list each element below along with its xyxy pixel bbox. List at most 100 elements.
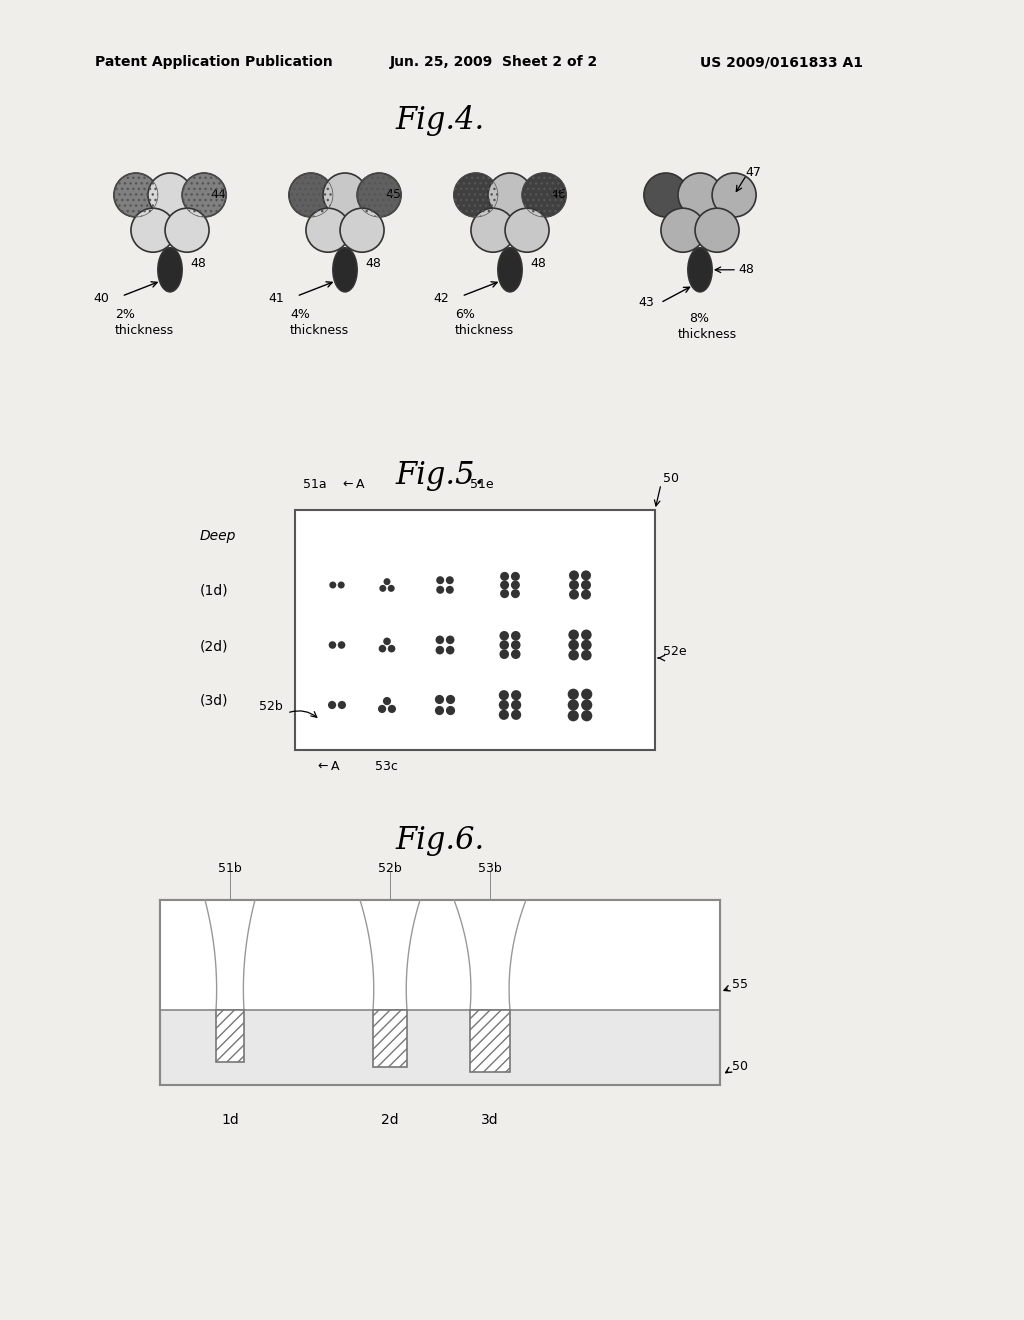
Circle shape bbox=[379, 585, 386, 591]
Circle shape bbox=[582, 700, 592, 710]
Circle shape bbox=[511, 649, 520, 659]
Bar bbox=[373, 1010, 407, 1067]
Circle shape bbox=[568, 640, 579, 651]
Text: 45: 45 bbox=[385, 189, 401, 202]
Bar bbox=[295, 510, 655, 750]
Circle shape bbox=[511, 690, 521, 701]
Text: 42: 42 bbox=[433, 292, 449, 305]
Ellipse shape bbox=[158, 248, 182, 292]
Text: 8%: 8% bbox=[689, 313, 709, 325]
Circle shape bbox=[678, 173, 722, 216]
Circle shape bbox=[383, 697, 391, 705]
Text: Jun. 25, 2009  Sheet 2 of 2: Jun. 25, 2009 Sheet 2 of 2 bbox=[390, 55, 598, 69]
Circle shape bbox=[500, 581, 509, 590]
Text: 2d: 2d bbox=[381, 1113, 398, 1127]
Text: 48: 48 bbox=[366, 256, 381, 269]
Ellipse shape bbox=[333, 248, 357, 292]
Circle shape bbox=[445, 706, 455, 715]
Circle shape bbox=[471, 209, 515, 252]
Bar bbox=[160, 900, 720, 1085]
Text: 47: 47 bbox=[745, 166, 761, 180]
Text: (2d): (2d) bbox=[200, 639, 228, 653]
Ellipse shape bbox=[688, 248, 712, 292]
Circle shape bbox=[384, 578, 390, 585]
Text: 52e: 52e bbox=[663, 645, 687, 657]
Text: Fig.6.: Fig.6. bbox=[395, 825, 484, 855]
Text: 52b: 52b bbox=[259, 700, 283, 713]
Circle shape bbox=[567, 700, 579, 710]
Circle shape bbox=[388, 705, 396, 713]
Circle shape bbox=[581, 630, 592, 640]
Circle shape bbox=[569, 570, 579, 581]
Circle shape bbox=[435, 706, 444, 715]
Text: 6%: 6% bbox=[455, 308, 475, 321]
Text: 40: 40 bbox=[93, 292, 109, 305]
Circle shape bbox=[500, 631, 509, 640]
Circle shape bbox=[445, 635, 455, 644]
Circle shape bbox=[582, 710, 592, 721]
Circle shape bbox=[328, 701, 336, 709]
Circle shape bbox=[436, 577, 444, 585]
Circle shape bbox=[581, 570, 591, 581]
Circle shape bbox=[567, 689, 579, 700]
Circle shape bbox=[445, 694, 455, 704]
Circle shape bbox=[388, 645, 395, 652]
Circle shape bbox=[568, 649, 579, 660]
Circle shape bbox=[511, 710, 521, 719]
Bar bbox=[216, 1010, 244, 1063]
Circle shape bbox=[582, 689, 592, 700]
Circle shape bbox=[511, 640, 520, 649]
Text: 41: 41 bbox=[268, 292, 284, 305]
Text: thickness: thickness bbox=[678, 329, 737, 342]
Text: $\leftarrow$A: $\leftarrow$A bbox=[340, 478, 366, 491]
Circle shape bbox=[569, 590, 579, 599]
Circle shape bbox=[567, 710, 579, 721]
Circle shape bbox=[289, 173, 333, 216]
Circle shape bbox=[569, 579, 579, 590]
Text: 48: 48 bbox=[738, 263, 754, 276]
Text: (1d): (1d) bbox=[200, 583, 228, 598]
Circle shape bbox=[388, 585, 394, 591]
Circle shape bbox=[445, 586, 454, 594]
Circle shape bbox=[581, 640, 592, 651]
Text: 50: 50 bbox=[732, 1060, 748, 1073]
Circle shape bbox=[131, 209, 175, 252]
Text: Patent Application Publication: Patent Application Publication bbox=[95, 55, 333, 69]
Circle shape bbox=[383, 638, 391, 645]
Circle shape bbox=[445, 577, 454, 585]
Text: (3d): (3d) bbox=[200, 694, 228, 708]
Circle shape bbox=[378, 705, 386, 713]
Circle shape bbox=[435, 635, 444, 644]
Circle shape bbox=[329, 642, 336, 649]
Text: thickness: thickness bbox=[290, 323, 349, 337]
Circle shape bbox=[435, 694, 444, 704]
Text: 51b: 51b bbox=[218, 862, 242, 874]
Text: 53c: 53c bbox=[375, 760, 398, 774]
Bar bbox=[160, 900, 720, 1010]
Circle shape bbox=[165, 209, 209, 252]
Circle shape bbox=[568, 630, 579, 640]
Circle shape bbox=[500, 649, 509, 659]
Circle shape bbox=[500, 589, 509, 598]
Circle shape bbox=[511, 581, 520, 590]
Circle shape bbox=[338, 582, 345, 589]
Circle shape bbox=[148, 173, 193, 216]
Text: 46: 46 bbox=[550, 189, 566, 202]
Circle shape bbox=[695, 209, 739, 252]
Circle shape bbox=[436, 586, 444, 594]
Circle shape bbox=[505, 209, 549, 252]
Circle shape bbox=[454, 173, 498, 216]
Circle shape bbox=[712, 173, 756, 216]
Circle shape bbox=[340, 209, 384, 252]
Text: 2%: 2% bbox=[115, 308, 135, 321]
Circle shape bbox=[182, 173, 226, 216]
Text: thickness: thickness bbox=[115, 323, 174, 337]
Circle shape bbox=[338, 701, 346, 709]
Circle shape bbox=[499, 710, 509, 719]
Circle shape bbox=[488, 173, 532, 216]
Circle shape bbox=[499, 700, 509, 710]
Circle shape bbox=[644, 173, 688, 216]
Circle shape bbox=[499, 690, 509, 701]
Circle shape bbox=[379, 645, 386, 652]
Circle shape bbox=[581, 590, 591, 599]
